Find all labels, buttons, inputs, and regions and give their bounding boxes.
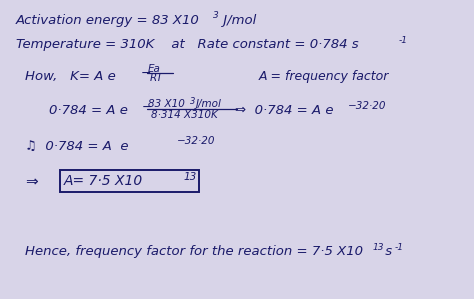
Text: −: − (142, 101, 152, 114)
Text: ⇒: ⇒ (25, 175, 38, 190)
Text: 83 X10: 83 X10 (148, 99, 185, 109)
Text: Temperature = 310K    at   Rate constant = 0·784 s: Temperature = 310K at Rate constant = 0·… (16, 38, 358, 51)
Text: s: s (381, 245, 392, 258)
Text: 8·314 X310K: 8·314 X310K (151, 109, 218, 120)
Text: −: − (140, 67, 151, 80)
Text: -1: -1 (398, 36, 407, 45)
Text: -1: -1 (395, 243, 404, 252)
Text: Activation energy = 83 X10: Activation energy = 83 X10 (16, 14, 199, 27)
Text: How,   K= A e: How, K= A e (25, 71, 116, 83)
Text: 13: 13 (184, 172, 197, 182)
Text: 3: 3 (212, 11, 218, 20)
Text: A= 7·5 X10: A= 7·5 X10 (64, 175, 143, 188)
Text: 0·784 = A e: 0·784 = A e (48, 104, 128, 118)
Text: −32·20: −32·20 (177, 136, 215, 146)
Text: RT: RT (150, 73, 164, 83)
Text: J/mol: J/mol (219, 14, 256, 27)
Text: 13: 13 (373, 243, 384, 252)
Text: 3: 3 (190, 97, 195, 106)
Text: −32·20: −32·20 (348, 101, 386, 111)
Text: Hence, frequency factor for the reaction = 7·5 X10: Hence, frequency factor for the reaction… (25, 245, 363, 258)
Text: A = frequency factor: A = frequency factor (258, 71, 389, 83)
Text: ⇒  0·784 = A e: ⇒ 0·784 = A e (235, 104, 333, 118)
Text: ♫  0·784 = A  e: ♫ 0·784 = A e (25, 140, 128, 153)
Bar (60, 170, 199, 193)
Text: Ea: Ea (147, 64, 160, 74)
Text: J/mol: J/mol (196, 99, 222, 109)
